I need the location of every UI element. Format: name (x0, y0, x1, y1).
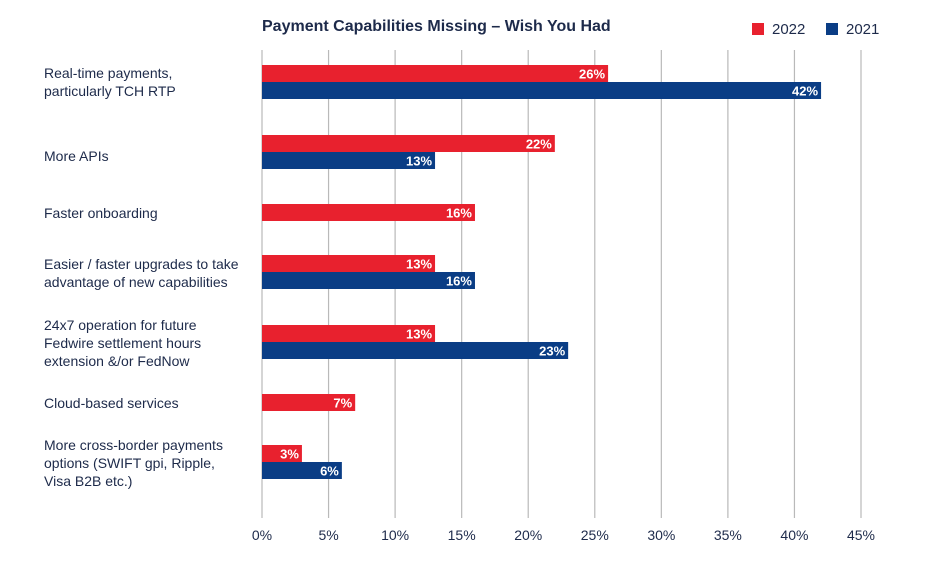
x-tick-label-30: 30% (647, 527, 675, 543)
x-tick-label-35: 35% (714, 527, 742, 543)
chart-title: Payment Capabilities Missing – Wish You … (262, 18, 611, 35)
legend-item-2021: 2021 (826, 20, 879, 38)
bar-2022-1 (262, 65, 609, 82)
data-label-2022-3: 16% (446, 206, 472, 221)
data-label-2022-1: 26% (579, 67, 605, 82)
data-label-2022-7: 3% (280, 447, 299, 462)
data-label-2021-2: 13% (406, 154, 432, 169)
bar-2022-2 (262, 135, 555, 152)
x-tick-label-45: 45% (847, 527, 875, 543)
category-label-line: 24x7 operation for future (44, 317, 197, 333)
bar-2021-2 (262, 152, 436, 169)
data-label-2021-1: 42% (792, 84, 818, 99)
bar-2022-3 (262, 204, 475, 221)
x-tick-label-0: 0% (252, 527, 272, 543)
category-label-5: 24x7 operation for future Fedwire settlem… (44, 316, 254, 370)
bar-2021-5 (262, 342, 569, 359)
legend-label-2021: 2021 (846, 20, 880, 38)
legend-swatch-2022 (752, 23, 764, 35)
data-label-2021-7: 6% (320, 464, 339, 479)
data-label-2021-5: 23% (539, 344, 565, 359)
category-label-line: extension &/or FedNow (44, 353, 190, 369)
category-label-line: Real-time payments, (44, 65, 173, 81)
category-label-6: Cloud-based services (44, 394, 254, 412)
x-tick-label-10: 10% (381, 527, 409, 543)
bar-2022-6 (262, 394, 356, 411)
category-label-7: More cross-border payments options (SWIFT… (44, 436, 254, 490)
category-label-line: particularly TCH RTP (44, 83, 176, 99)
category-label-1: Real-time payments, particularly TCH RTP (44, 64, 254, 100)
x-tick-label-20: 20% (514, 527, 542, 543)
category-label-line: Visa B2B etc.) (44, 473, 133, 489)
category-label-4: Easier / faster upgrades to take advantag… (44, 255, 254, 291)
data-label-2022-5: 13% (406, 327, 432, 342)
legend-swatch-2021 (826, 23, 838, 35)
x-tick-label-25: 25% (581, 527, 609, 543)
bar-2022-4 (262, 255, 436, 272)
category-label-line: Easier / faster upgrades to take (44, 256, 239, 272)
x-tick-label-15: 15% (448, 527, 476, 543)
bar-2021-1 (262, 82, 822, 99)
data-label-2022-2: 22% (526, 137, 552, 152)
bar-2021-4 (262, 272, 475, 289)
category-label-line: options (SWIFT gpi, Ripple, (44, 455, 215, 471)
category-label-line: More APIs (44, 148, 109, 164)
bar-2022-5 (262, 325, 436, 342)
category-label-3: Faster onboarding (44, 204, 254, 222)
data-label-2021-4: 16% (446, 274, 472, 289)
bar-2022-7 (262, 445, 302, 462)
category-label-line: advantage of new capabilities (44, 274, 228, 290)
legend-label-2022: 2022 (772, 20, 806, 38)
legend-item-2022: 2022 (752, 20, 805, 38)
category-label-line: Faster onboarding (44, 205, 158, 221)
bar-2021-7 (262, 462, 342, 479)
category-label-line: Cloud-based services (44, 395, 179, 411)
category-label-2: More APIs (44, 147, 254, 165)
x-tick-label-40: 40% (780, 527, 808, 543)
data-label-2022-6: 7% (333, 396, 352, 411)
data-label-2022-4: 13% (406, 257, 432, 272)
category-label-line: More cross-border payments (44, 437, 223, 453)
category-label-line: Fedwire settlement hours (44, 335, 202, 351)
x-tick-label-5: 5% (318, 527, 338, 543)
